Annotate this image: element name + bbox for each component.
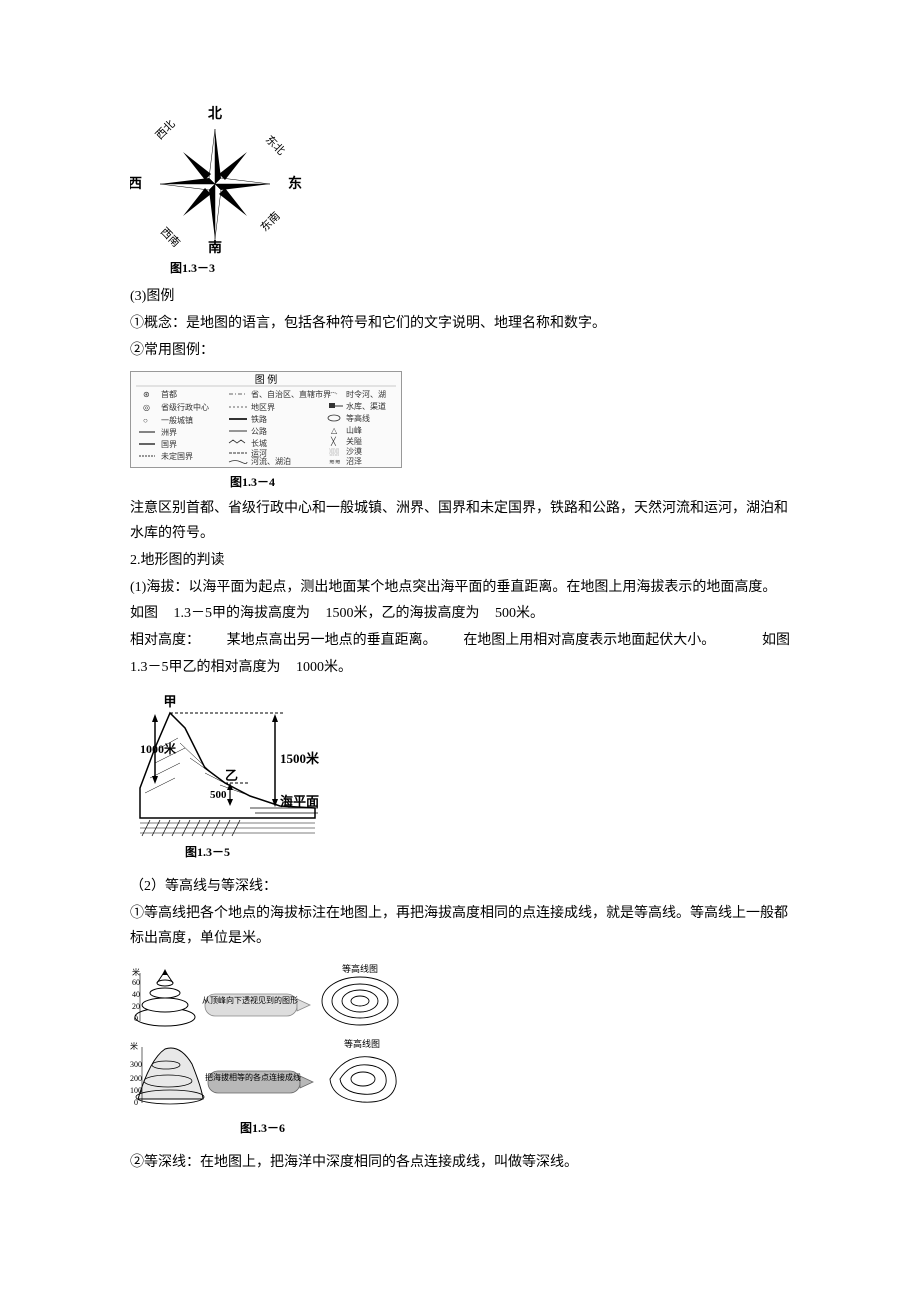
svg-text:西: 西 [130,176,142,192]
section2-heading: 2.地形图的判读 [130,548,790,573]
svg-text:等高线图: 等高线图 [342,963,378,974]
svg-text:东: 东 [288,175,302,192]
svg-text:山峰: 山峰 [346,425,362,435]
section3-concept: ①概念：是地图的语言，包括各种符号和它们的文字说明、地理名称和数字。 [130,311,790,336]
svg-text:⊛: ⊛ [143,390,150,399]
legend-note: 注意区别首都、省级行政中心和一般城镇、洲界、国界和未定国界，铁路和公路，天然河流… [130,496,790,546]
relative-height-def: 相对高度： 某地点高出另一地点的垂直距离。 在地图上用相对高度表示地面起伏大小。… [130,628,790,653]
contour-figure: 米 60 40 20 0 从顶峰向下透视见到的图形 等高线图 [130,959,420,1114]
svg-text:200: 200 [130,1074,142,1083]
compass-figure: 北 南 东 西 东北 西北 东南 西南 图1.3－3 [130,104,790,280]
compass-rose: 北 南 东 西 东北 西北 东南 西南 [130,104,310,254]
text: 1500米，乙的海拔高度为 [326,606,480,621]
svg-text:╳: ╳ [330,436,337,446]
text: 500米。 [495,606,544,621]
svg-text:国界: 国界 [161,440,177,449]
svg-text:图 例: 图 例 [255,373,278,386]
contour-def: ①等高线把各个地点的海拔标注在地图上，再把海拔高度相同的点连接成线，就是等高线。… [130,901,790,951]
svg-text:河流、湖泊: 河流、湖泊 [251,456,291,466]
svg-text:甲: 甲 [163,694,176,709]
contour-caption: 图1.3－6 [240,1118,790,1140]
legend-figure: 图 例 ⊛ 首都 ◎ 省级行政中心 ○ 一般城镇 洲界 国界 未定国界 省、自治区、直… [130,371,402,468]
svg-text:沙漠: 沙漠 [346,446,362,456]
svg-text:东北: 东北 [263,133,288,158]
svg-text:1500米: 1500米 [280,751,320,766]
svg-text:等高线图: 等高线图 [344,1038,380,1049]
elevation-def: (1)海拔：以海平面为起点，测出地面某个地点突出海平面的垂直距离。在地图上用海拔… [130,575,790,625]
svg-text:100: 100 [130,1086,142,1095]
svg-text:乙: 乙 [225,768,238,783]
svg-text:1000米: 1000米 [140,741,177,756]
svg-text:东南: 东南 [258,209,283,234]
svg-text:米: 米 [130,1041,138,1051]
svg-text:西南: 西南 [158,225,183,250]
svg-text:300: 300 [130,1060,142,1069]
compass-caption: 图1.3－3 [170,258,790,280]
svg-text:省级行政中心: 省级行政中心 [161,402,209,412]
section3-legend-intro: ②常用图例： [130,338,790,363]
svg-text:南: 南 [208,239,222,254]
deep-line-def: ②等深线：在地图上，把海洋中深度相同的各点连接成线，叫做等深线。 [130,1150,790,1175]
svg-text:米: 米 [132,967,140,977]
svg-text:60: 60 [132,978,140,987]
svg-text:0: 0 [134,1014,138,1023]
svg-text:500: 500 [210,789,227,801]
svg-text:△: △ [331,426,338,435]
section3-heading: (3)图例 [130,284,790,309]
text: 某地点高出另一地点的垂直距离。 [227,628,437,653]
svg-text:北: 北 [208,106,222,122]
text: 如图 [762,628,790,653]
contour-section-heading: （2）等高线与等深线： [130,874,790,899]
svg-text:首都: 首都 [161,389,177,399]
svg-text:水库、渠道: 水库、渠道 [346,401,386,411]
svg-text:未定国界: 未定国界 [161,451,193,461]
svg-text:关隘: 关隘 [346,436,362,446]
svg-text:20: 20 [132,1002,140,1011]
svg-text:沼泽: 沼泽 [346,457,362,466]
svg-text:0: 0 [134,1098,138,1107]
text: 1.3－5甲乙的相对高度为 [130,660,281,675]
text: 1000米。 [296,660,352,675]
svg-text:等高线: 等高线 [346,413,370,423]
svg-text:长城: 长城 [251,438,267,448]
svg-text:一般城镇: 一般城镇 [161,415,193,425]
svg-text:公路: 公路 [251,426,267,436]
svg-text:海平面: 海平面 [280,794,319,809]
svg-text:时令河、湖: 时令河、湖 [346,389,386,399]
svg-text:从顶峰向下透视见到的图形: 从顶峰向下透视见到的图形 [202,995,298,1005]
text: 1.3－5甲的海拔高度为 [174,606,311,621]
text: 在地图上用相对高度表示地面起伏大小。 [463,628,715,653]
svg-text:○: ○ [143,416,148,425]
svg-text:洲界: 洲界 [161,428,177,437]
svg-text:40: 40 [132,990,140,999]
elevation-caption: 图1.3－5 [185,842,790,864]
svg-text:铁路: 铁路 [251,414,267,424]
svg-text:把海拔相等的各点连接成线: 把海拔相等的各点连接成线 [205,1072,301,1082]
svg-text:省、自治区、直辖市界: 省、自治区、直辖市界 [251,389,331,399]
elevation-figure: 甲 乙 1000米 1500米 500 海平面 [130,688,320,838]
svg-text:≋≋: ≋≋ [329,458,341,466]
svg-text:地区界: 地区界 [251,402,275,412]
relative-height-example: 1.3－5甲乙的相对高度为 1000米。 [130,655,790,680]
text: 相对高度： [130,628,200,653]
svg-text:西北: 西北 [153,117,178,142]
legend-caption: 图1.3－4 [230,472,790,494]
svg-text:◎: ◎ [143,403,150,412]
svg-text:░░: ░░ [329,448,339,456]
